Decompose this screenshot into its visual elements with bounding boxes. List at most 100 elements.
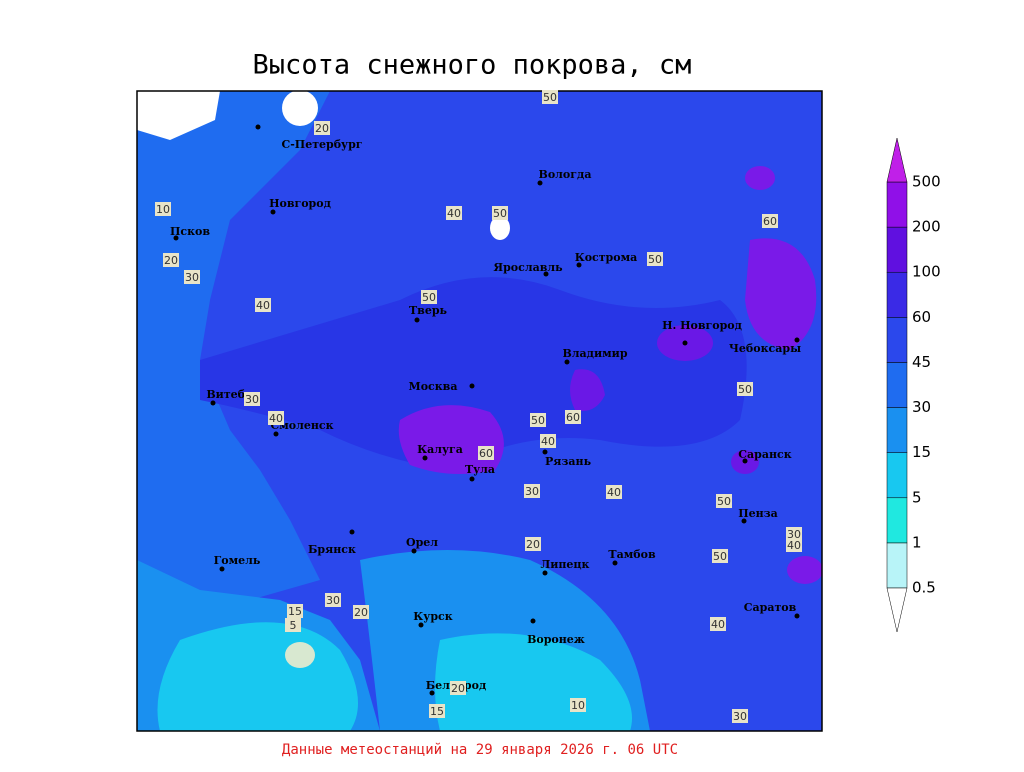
city-label: Кострома (575, 251, 638, 264)
contour-label: 5 (290, 619, 297, 632)
city-label: Курск (413, 610, 452, 623)
contour-label: 40 (787, 539, 801, 552)
city-label: Орел (406, 536, 438, 549)
city-dot (273, 431, 279, 437)
contour-label-box (163, 253, 179, 267)
legend-band (886, 226, 908, 273)
contour-label-box (606, 485, 622, 499)
contour-label: 20 (451, 682, 465, 695)
contour-label-box (524, 484, 540, 498)
city-dot (418, 622, 424, 628)
contour-label-box (737, 382, 753, 396)
contour-label: 50 (648, 253, 662, 266)
contour-label-box (716, 494, 732, 508)
contour-label-box (525, 537, 541, 551)
legend-under (886, 587, 908, 633)
contour-label-box (268, 411, 284, 425)
contour-label-box (492, 206, 508, 220)
city-dot (564, 359, 570, 365)
contour-label: 50 (738, 383, 752, 396)
city-label: Липецк (540, 558, 589, 571)
legend-band (886, 317, 908, 363)
contour-label: 40 (269, 412, 283, 425)
city-dot (469, 476, 475, 482)
contour-label-box (762, 214, 778, 228)
contour-label: 40 (256, 299, 270, 312)
contour-label-box (647, 252, 663, 266)
legend-band (886, 181, 908, 228)
city-dot (537, 180, 543, 186)
city-dot (612, 560, 618, 566)
contour-label-box (325, 593, 341, 607)
contour-label: 50 (543, 91, 557, 104)
contour-label: 50 (531, 414, 545, 427)
legend-label: 60 (912, 308, 931, 326)
legend-band (886, 542, 908, 589)
legend-label: 15 (912, 443, 931, 461)
contour-label-box (565, 410, 581, 424)
contour-label-box (542, 90, 558, 104)
map-title: Высота снежного покрова, см (253, 50, 692, 81)
city-dot (741, 518, 747, 524)
city-dot (742, 458, 748, 464)
city-label: Ярославль (493, 261, 563, 274)
contour-label: 40 (711, 618, 725, 631)
city-dot (469, 383, 475, 389)
city-label: Саратов (744, 601, 797, 614)
city-dot (270, 209, 276, 215)
legend-band (886, 362, 908, 408)
contour-label: 40 (541, 435, 555, 448)
contour-label: 50 (422, 291, 436, 304)
city-dot (543, 271, 549, 277)
contour-label-box (530, 413, 546, 427)
legend-over (886, 137, 908, 183)
city-label: Псков (170, 225, 210, 238)
city-dot (422, 455, 428, 461)
city-label: Чебоксары (729, 342, 801, 355)
contour-label: 30 (733, 710, 747, 723)
legend-label: 45 (912, 353, 931, 371)
contour-label-box (421, 290, 437, 304)
footer-note: Данные метеостанций на 29 января 2026 г.… (282, 742, 678, 758)
contour-label-box (570, 698, 586, 712)
legend-label: 500 (912, 173, 941, 191)
contour-label: 15 (430, 705, 444, 718)
contour-label: 15 (288, 605, 302, 618)
city-label: Рязань (545, 455, 592, 468)
legend-band (886, 407, 908, 453)
contour-label: 50 (493, 207, 507, 220)
contour-label: 50 (713, 550, 727, 563)
city-label: Новгород (269, 197, 331, 210)
city-dot (219, 566, 225, 572)
contour-label: 50 (717, 495, 731, 508)
city-label: Пенза (738, 507, 778, 520)
contour-label-box (285, 618, 301, 632)
city-dot (682, 340, 688, 346)
city-label: Калуга (417, 443, 463, 456)
contour-label: 20 (164, 254, 178, 267)
snow-field (137, 91, 822, 731)
city-label: Саранск (738, 448, 791, 461)
contour-label-box (732, 709, 748, 723)
city-dot (255, 124, 261, 130)
city-label: Гомель (214, 554, 261, 567)
city-dot (429, 690, 435, 696)
contour-label-box (429, 704, 445, 718)
city-label: С-Петербург (281, 138, 362, 151)
legend-label: 30 (912, 398, 931, 416)
legend-label: 0.5 (912, 579, 936, 597)
city-label: Воронеж (527, 633, 585, 646)
contour-label-box (244, 392, 260, 406)
contour-label-box (540, 434, 556, 448)
city-label: Тверь (409, 304, 448, 317)
contour-label: 20 (315, 122, 329, 135)
contour-label-box (155, 202, 171, 216)
city-label: Тамбов (608, 548, 656, 561)
contour-label: 30 (245, 393, 259, 406)
contour-label-box (184, 270, 200, 284)
legend-label: 1 (912, 533, 922, 551)
contour-label: 40 (607, 486, 621, 499)
contour-label-box (353, 605, 369, 619)
